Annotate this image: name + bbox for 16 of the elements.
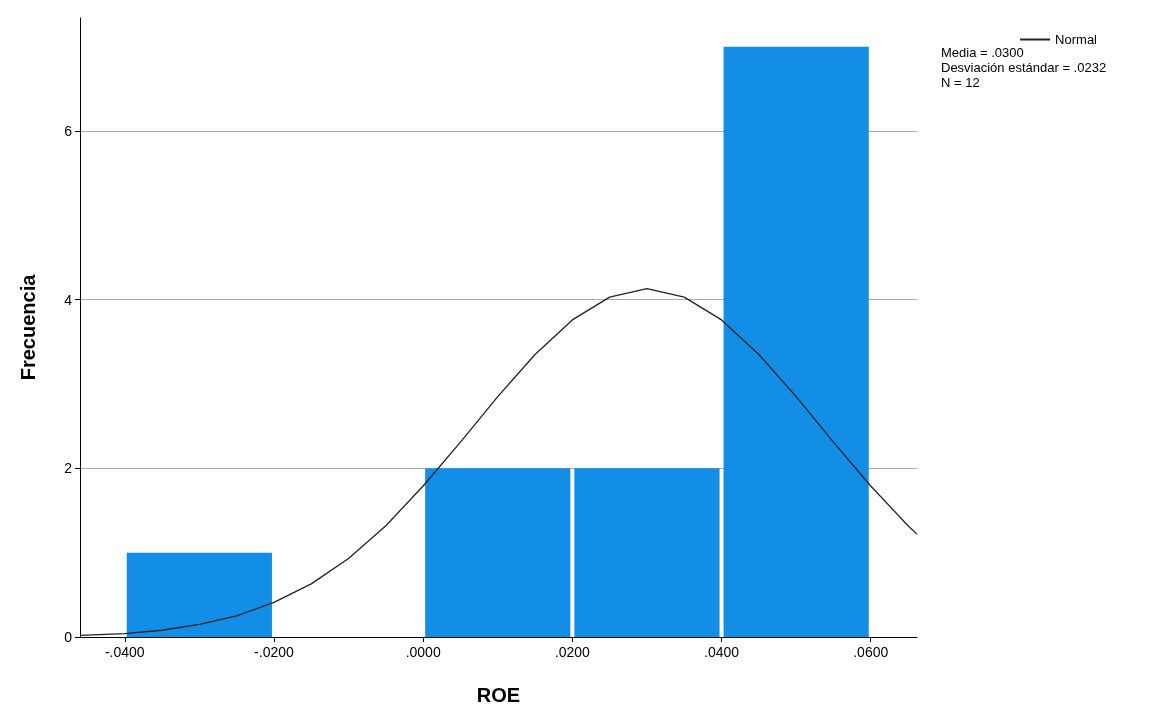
x-tick-label: .0200 (554, 644, 591, 660)
text: N = 12 (941, 75, 980, 90)
y-tick-label: 0 (64, 629, 73, 645)
text: Media = .0300 (941, 45, 1024, 60)
legend-label: Normal (1055, 32, 1098, 47)
x-tick-label: .0000 (405, 644, 441, 660)
y-tick-label: 6 (64, 123, 73, 140)
x-tick-label: -.0400 (104, 644, 145, 660)
y-tick-label: 2 (64, 460, 73, 477)
x-tick-label: .0400 (704, 644, 740, 660)
x-axis-title: ROE (476, 684, 521, 706)
text: Desviación estándar = .0232 (941, 60, 1107, 75)
x-tick-label: .0600 (853, 644, 889, 660)
y-axis-title: Frecuencia (17, 273, 39, 381)
y-tick-label: 4 (64, 291, 73, 308)
x-tick-label: -.0200 (254, 644, 295, 660)
